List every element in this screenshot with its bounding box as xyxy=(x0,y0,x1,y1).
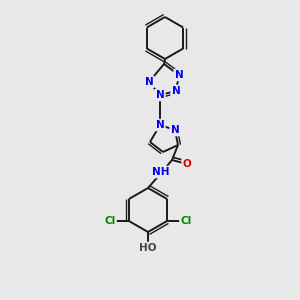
Text: N: N xyxy=(172,86,180,96)
Text: N: N xyxy=(145,77,153,87)
Text: N: N xyxy=(156,120,164,130)
Text: N: N xyxy=(175,70,183,80)
Text: N: N xyxy=(156,90,164,100)
Text: O: O xyxy=(183,159,191,169)
Text: Cl: Cl xyxy=(180,216,192,226)
Text: Cl: Cl xyxy=(104,216,116,226)
Text: HO: HO xyxy=(139,243,157,253)
Text: NH: NH xyxy=(152,167,170,177)
Text: H: H xyxy=(158,167,166,176)
Text: N: N xyxy=(171,125,179,135)
